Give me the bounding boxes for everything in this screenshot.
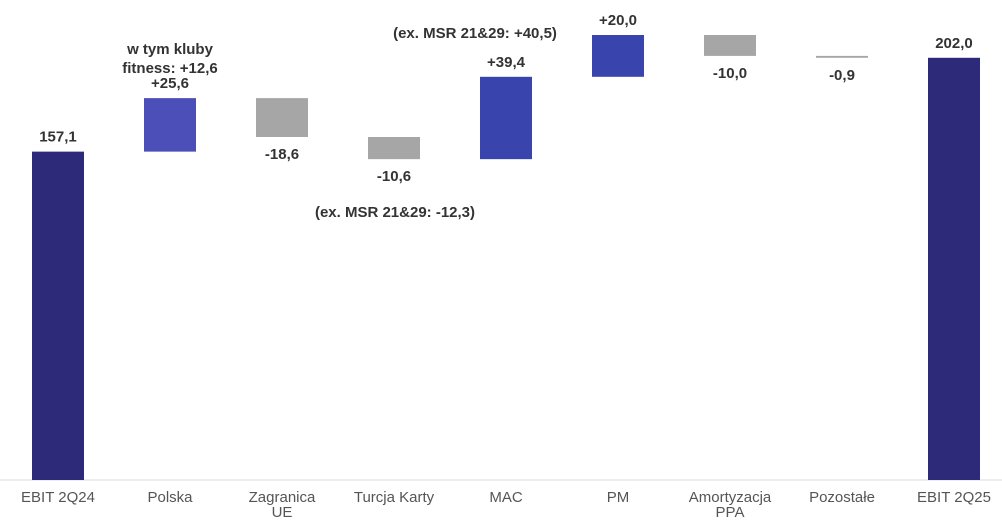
x-tick-label: Amortyzacja PPA <box>688 489 772 521</box>
x-tick-label: Turcja Karty <box>353 489 435 506</box>
x-tick-label: EBIT 2Q24 <box>21 489 95 506</box>
bar <box>32 151 84 481</box>
bar <box>592 35 644 77</box>
value-label: +25,6 <box>151 75 189 92</box>
annotation: (ex. MSR 21&29: -12,3) <box>314 204 476 221</box>
annotation: w tym kluby fitness: +12,6 <box>122 41 218 77</box>
value-label: 202,0 <box>935 35 973 52</box>
x-tick-label: PM <box>606 489 630 506</box>
x-tick-label: Polska <box>147 489 193 506</box>
bar <box>704 35 756 56</box>
value-label: -10,0 <box>713 65 747 82</box>
x-tick-label: Zagranica UE <box>248 489 316 521</box>
value-label: +20,0 <box>599 12 637 29</box>
value-label: -18,6 <box>265 146 299 163</box>
bar <box>928 57 980 481</box>
value-label: -0,9 <box>829 67 855 84</box>
bar <box>480 76 532 160</box>
bar <box>144 98 196 152</box>
x-tick-label: MAC <box>489 489 523 506</box>
bar <box>256 98 308 138</box>
bar <box>368 137 420 160</box>
x-tick-label: Pozostałe <box>809 489 875 506</box>
annotation: (ex. MSR 21&29: +40,5) <box>393 25 557 42</box>
value-label: -10,6 <box>377 168 411 185</box>
bar <box>816 55 868 58</box>
value-label: +39,4 <box>487 54 526 71</box>
value-label: 157,1 <box>39 129 77 146</box>
x-tick-label: EBIT 2Q25 <box>917 489 991 506</box>
